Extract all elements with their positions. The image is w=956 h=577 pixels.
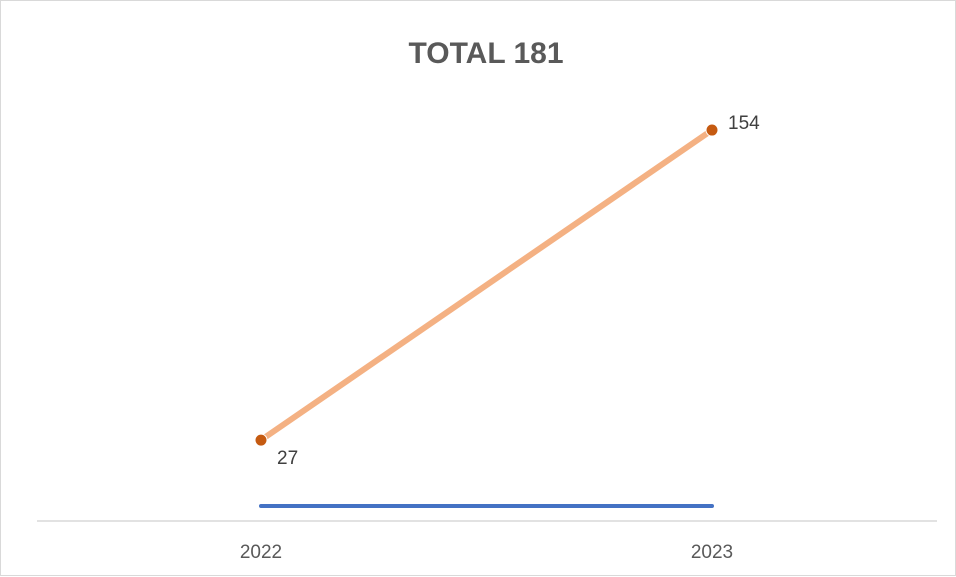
x-tick-label-2022: 2022 <box>240 542 282 563</box>
chart-title: TOTAL 181 <box>408 37 563 70</box>
data-point-2022 <box>254 433 268 447</box>
data-label-2022: 27 <box>277 448 298 469</box>
x-tick-label-2023: 2023 <box>691 542 733 563</box>
data-point-2023 <box>705 123 719 137</box>
series-line-1 <box>258 127 715 444</box>
data-label-2023: 154 <box>728 113 760 134</box>
